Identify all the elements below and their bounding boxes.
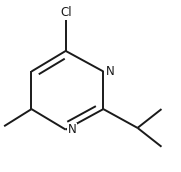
Text: N: N xyxy=(106,65,114,78)
Text: N: N xyxy=(67,123,76,136)
Text: Cl: Cl xyxy=(60,6,71,19)
